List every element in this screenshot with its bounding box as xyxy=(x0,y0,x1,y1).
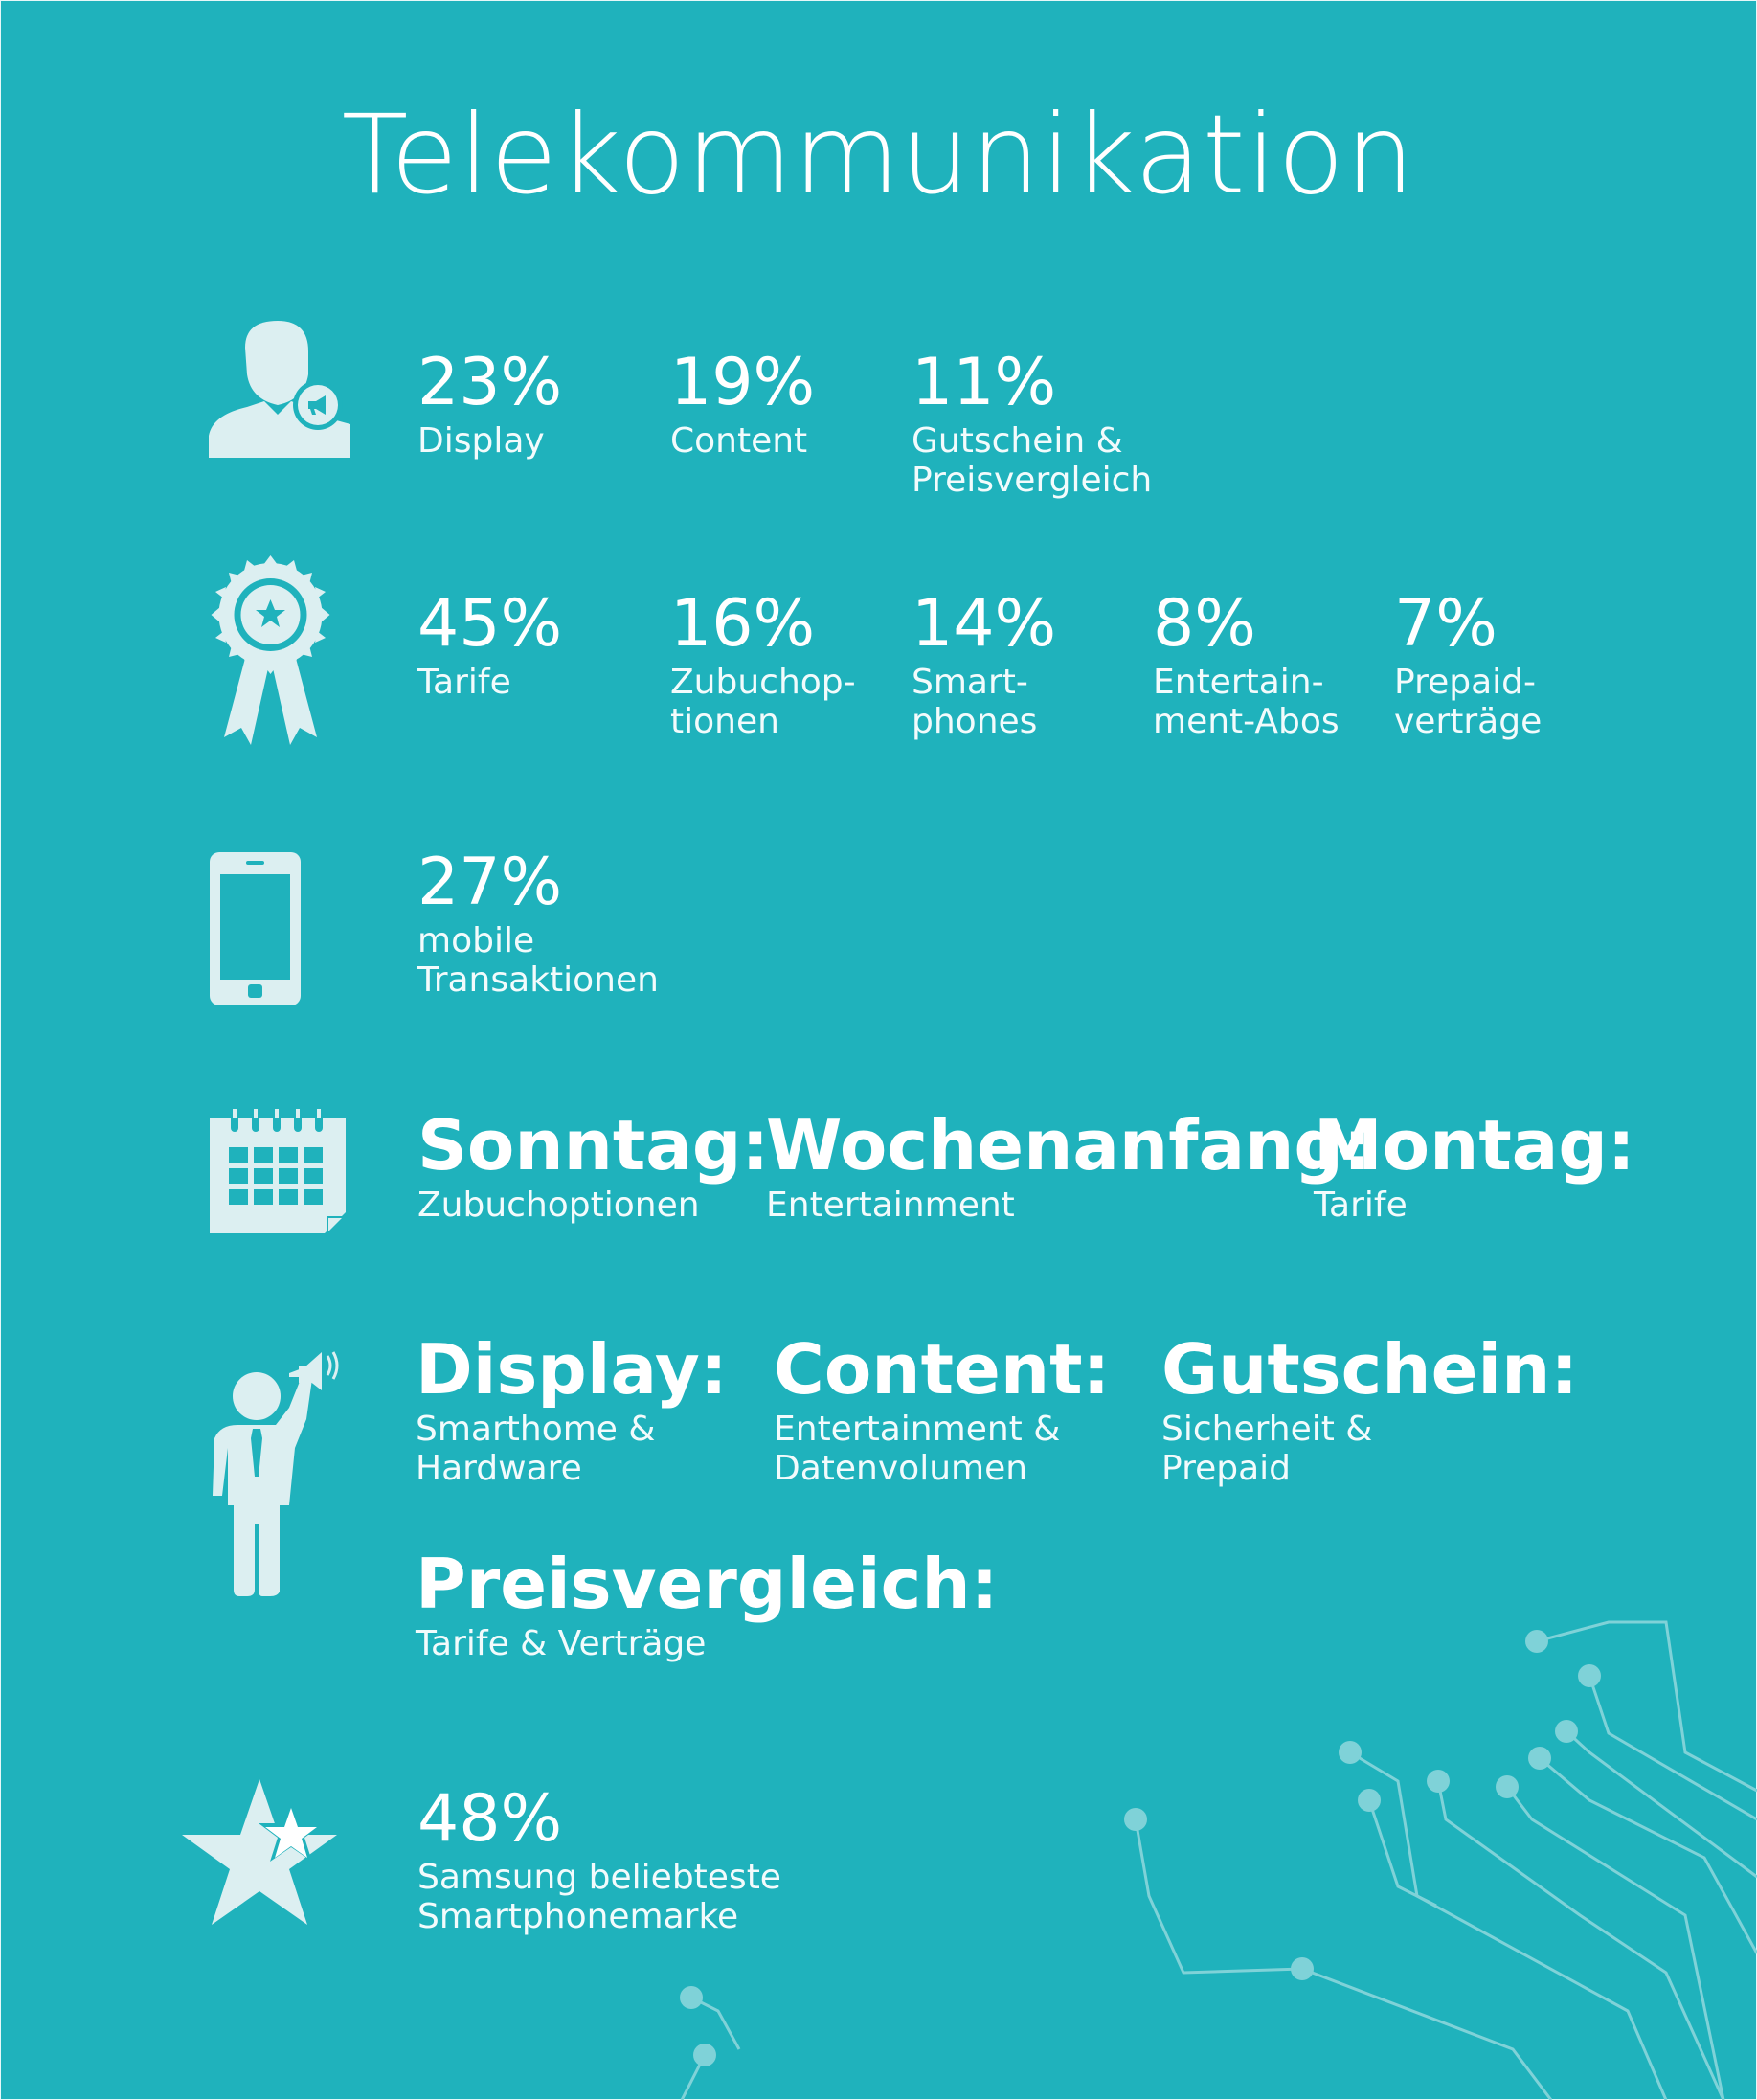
publisher-gutschein: Gutschein: Sicherheit & Prepaid xyxy=(1161,1329,1578,1488)
weekday-wochenanfang: Wochenanfang: Entertainment xyxy=(766,1105,1371,1225)
stat-label: Tarife xyxy=(417,663,511,702)
stat-samsung: 48% Samsung beliebteste Smartphonemarke xyxy=(417,1781,781,1936)
stat-prepaidvertraege: 7% Prepaid- verträge xyxy=(1394,586,1542,741)
weekday-label: Entertainment xyxy=(766,1185,1015,1225)
stat-label: Display xyxy=(417,421,545,461)
stat-label-line: ment-Abos xyxy=(1153,702,1340,741)
weekday-heading: Wochenanfang: xyxy=(766,1105,1371,1185)
publisher-heading: Gutschein: xyxy=(1161,1329,1579,1410)
stat-value: 8% xyxy=(1153,586,1256,662)
stat-label-line: Smartphonemarke xyxy=(417,1897,739,1936)
stat-value: 7% xyxy=(1394,586,1498,662)
user-megaphone-icon xyxy=(209,321,350,458)
publisher-label-line: Sicherheit & xyxy=(1161,1410,1373,1449)
award-ribbon-icon xyxy=(211,555,330,745)
stat-value: 27% xyxy=(417,845,563,920)
publisher-preisvergleich: Preisvergleich: Tarife & Verträge xyxy=(416,1544,998,1663)
smartphone-icon xyxy=(210,852,301,1005)
weekday-sonntag: Sonntag: Zubuchoptionen xyxy=(417,1105,769,1225)
stat-smartphones: 14% Smart- phones xyxy=(912,586,1056,741)
stat-label-line: phones xyxy=(912,702,1038,741)
publisher-heading: Preisvergleich: xyxy=(416,1544,999,1624)
weekday-label: Zubuchoptionen xyxy=(417,1185,700,1225)
stat-zubuchoptionen: 16% Zubuchop- tionen xyxy=(670,586,856,741)
stat-label-line: verträge xyxy=(1394,702,1543,741)
stat-gutschein: 11% Gutschein & Preisvergleich xyxy=(912,345,1152,500)
stat-value: 45% xyxy=(417,586,563,662)
weekday-heading: Sonntag: xyxy=(417,1105,770,1185)
stat-value: 23% xyxy=(417,345,563,420)
stat-label-line: Preisvergleich xyxy=(912,461,1153,500)
weekday-heading: Montag: xyxy=(1314,1105,1635,1185)
stat-value: 48% xyxy=(417,1781,563,1857)
publisher-heading: Content: xyxy=(774,1329,1111,1410)
stat-label-line: Entertain- xyxy=(1153,663,1324,702)
publisher-label-line: Prepaid xyxy=(1161,1449,1291,1488)
stat-label: Content xyxy=(670,421,808,461)
businessman-megaphone-icon xyxy=(213,1351,339,1596)
stat-label-line: Transaktionen xyxy=(417,960,659,1000)
weekday-montag: Montag: Tarife xyxy=(1314,1105,1635,1225)
publisher-label-line: Smarthome & xyxy=(416,1410,656,1449)
publisher-heading: Display: xyxy=(416,1329,728,1410)
publisher-display: Display: Smarthome & Hardware xyxy=(416,1329,728,1488)
stat-value: 16% xyxy=(670,586,816,662)
publisher-label-line: Hardware xyxy=(416,1449,582,1488)
stat-label-line: Zubuchop- xyxy=(670,663,856,702)
publisher-label-line: Datenvolumen xyxy=(774,1449,1028,1488)
stat-label-line: tionen xyxy=(670,702,779,741)
stat-tarife: 45% Tarife xyxy=(417,586,562,702)
stat-label-line: Gutschein & xyxy=(912,421,1123,461)
stat-entertainment-abos: 8% Entertain- ment-Abos xyxy=(1153,586,1340,741)
stat-value: 11% xyxy=(912,345,1057,420)
stat-content: 19% Content xyxy=(670,345,815,461)
page-title: Telekommunikation xyxy=(341,91,1416,218)
stat-label-line: Samsung beliebteste xyxy=(417,1858,781,1897)
publisher-content: Content: Entertainment & Datenvolumen xyxy=(774,1329,1110,1488)
publisher-label-line: Entertainment & xyxy=(774,1410,1061,1449)
stat-display: 23% Display xyxy=(417,345,562,461)
stat-value: 19% xyxy=(670,345,816,420)
stat-label-line: mobile xyxy=(417,921,535,960)
calendar-icon xyxy=(210,1109,346,1233)
publisher-label: Tarife & Verträge xyxy=(416,1624,707,1663)
stat-mobile: 27% mobile Transaktionen xyxy=(417,845,659,1000)
weekday-label: Tarife xyxy=(1314,1185,1408,1225)
stat-value: 14% xyxy=(912,586,1057,662)
stat-label-line: Prepaid- xyxy=(1394,663,1536,702)
stat-label-line: Smart- xyxy=(912,663,1028,702)
stars-icon xyxy=(182,1779,337,1925)
